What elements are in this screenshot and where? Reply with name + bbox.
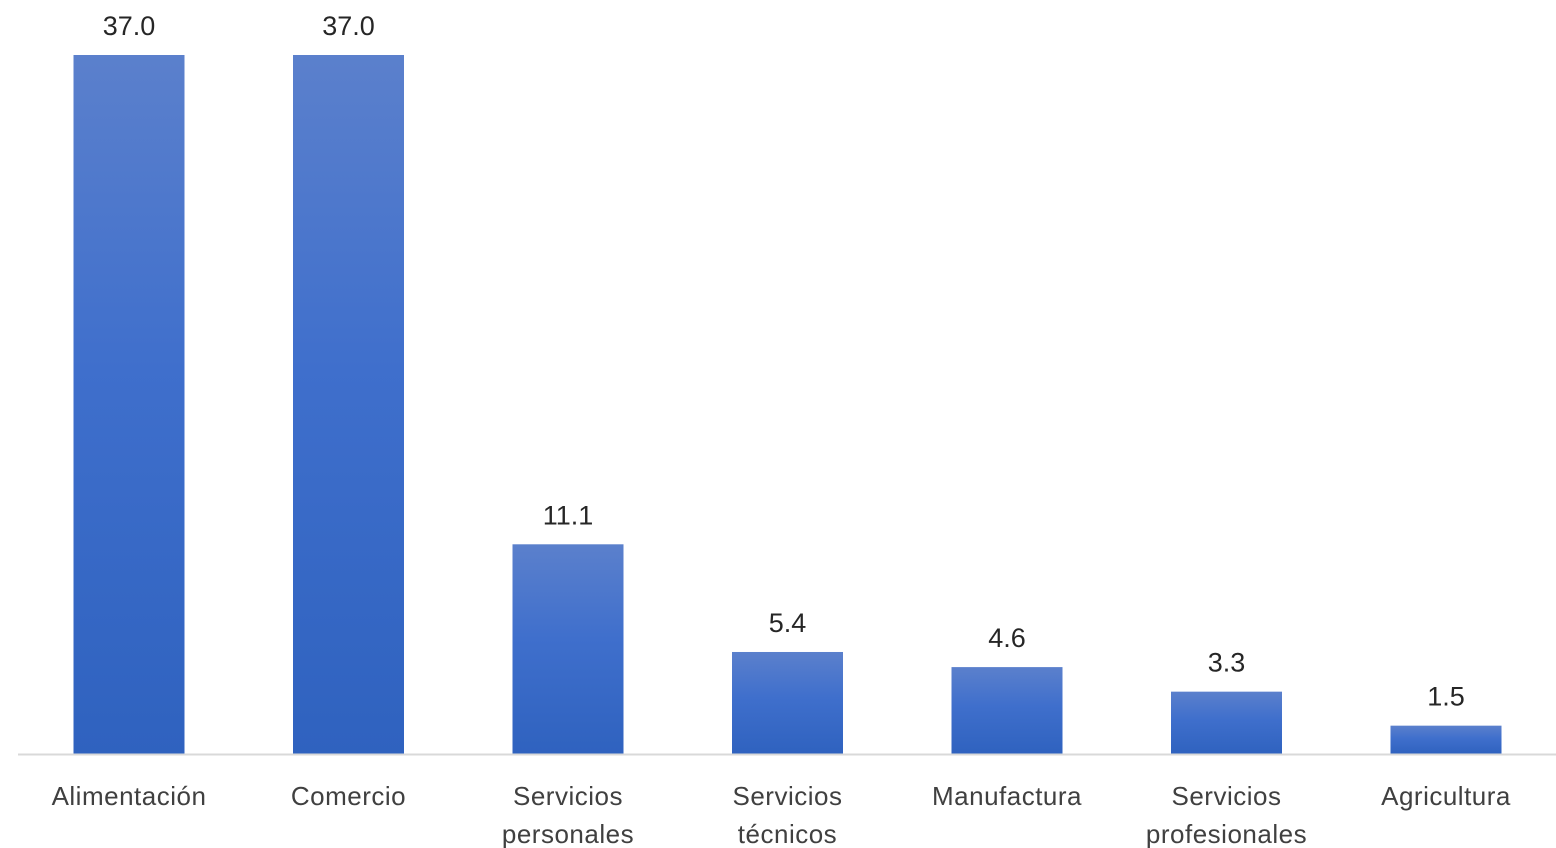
bar-3 <box>732 651 843 754</box>
value-label-1: 37.0 <box>322 11 375 41</box>
category-label-2: Servicios personales <box>502 781 634 848</box>
category-label-4: Manufactura <box>932 781 1082 811</box>
bar-5 <box>1171 691 1282 754</box>
bar-0 <box>73 55 185 754</box>
bar-1 <box>293 55 404 754</box>
category-label-5: Servicios profesionales <box>1146 781 1307 848</box>
bar-2 <box>512 544 624 754</box>
category-label-line: técnicos <box>738 819 837 848</box>
category-label-1: Comercio <box>291 781 406 811</box>
category-label-line: personales <box>502 819 634 848</box>
category-label-line: Servicios <box>1172 781 1282 811</box>
value-label-2: 11.1 <box>543 500 594 530</box>
value-labels-group: 37.0 37.0 11.1 5.4 4.6 3.3 1.5 <box>103 11 1465 712</box>
category-label-0: Alimentación <box>52 781 207 811</box>
value-label-0: 37.0 <box>103 11 156 41</box>
bars-group <box>73 55 1502 754</box>
category-label-line: Comercio <box>291 781 406 811</box>
category-label-line: Agricultura <box>1381 781 1511 811</box>
bar-4 <box>951 667 1063 754</box>
value-label-5: 3.3 <box>1208 648 1246 678</box>
bar-6 <box>1390 725 1502 754</box>
category-label-line: Servicios <box>513 781 623 811</box>
category-label-line: Servicios <box>733 781 843 811</box>
category-label-line: Alimentación <box>52 781 207 811</box>
category-label-3: Servicios técnicos <box>733 781 843 848</box>
category-label-6: Agricultura <box>1381 781 1511 811</box>
value-label-4: 4.6 <box>988 623 1026 653</box>
category-label-line: Manufactura <box>932 781 1082 811</box>
value-label-6: 1.5 <box>1427 682 1465 712</box>
value-label-3: 5.4 <box>769 608 807 638</box>
category-label-line: profesionales <box>1146 819 1307 848</box>
category-labels-group: Alimentación Comercio Servicios personalesS… <box>52 781 1511 848</box>
